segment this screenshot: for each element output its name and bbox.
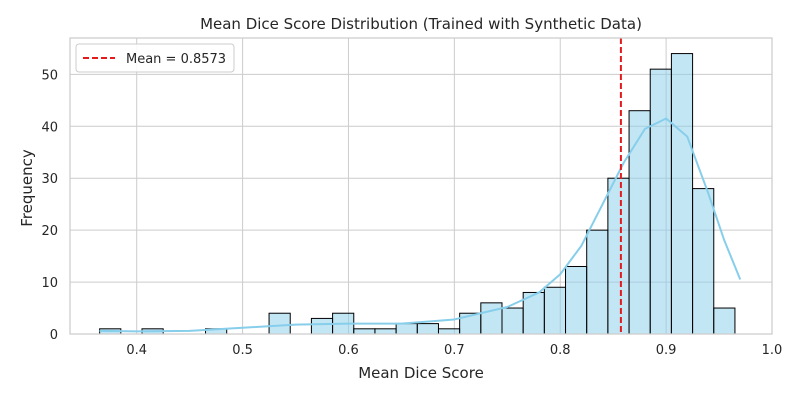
x-tick-labels: 0.4 0.5 0.6 0.7 0.8 0.9 1.0 [126,343,782,358]
chart-title: Mean Dice Score Distribution (Trained wi… [200,15,642,33]
histogram-bar [501,307,524,335]
kde-curve-layer [99,117,742,333]
y-tick-labels: 0 10 20 30 40 50 [41,68,58,343]
y-tick-label: 10 [41,276,58,291]
x-tick-label: 0.9 [656,343,677,358]
x-axis-label: Mean Dice Score [358,364,484,382]
histogram-bars [99,53,736,335]
legend-mean-label: Mean = 0.8573 [126,52,226,67]
histogram-bar [395,323,418,335]
legend: Mean = 0.8573 [75,43,235,73]
histogram-bar [310,317,334,335]
histogram-bar [670,53,694,335]
histogram-bar [649,68,672,335]
histogram-bar [437,328,461,335]
y-tick-label: 50 [41,68,58,83]
plot-frame [69,37,773,335]
x-tick-label: 0.7 [444,343,465,358]
x-tick-label: 1.0 [762,343,783,358]
histogram-bar [374,328,397,335]
histogram-bar [713,307,736,335]
x-tick-label: 0.5 [232,343,253,358]
legend-box [75,43,235,73]
x-tick-label: 0.4 [126,343,147,358]
histogram-bar [268,312,291,335]
histogram-bar [586,229,609,335]
histogram-bar [353,328,376,335]
y-axis-label: Frequency [18,149,36,227]
x-tick-label: 0.8 [550,343,571,358]
y-tick-label: 0 [50,328,58,343]
y-tick-label: 20 [41,224,58,239]
histogram-bar [607,177,630,335]
histogram-bar [565,265,588,335]
x-tick-label: 0.6 [338,343,359,358]
histogram-bar [416,323,439,335]
y-tick-label: 30 [41,172,58,187]
histogram-bar [543,286,567,335]
histogram-bar [628,110,651,335]
histogram-bar [480,302,503,335]
kde-curve [99,117,742,333]
histogram-bar [692,188,715,335]
y-tick-label: 40 [41,120,58,135]
